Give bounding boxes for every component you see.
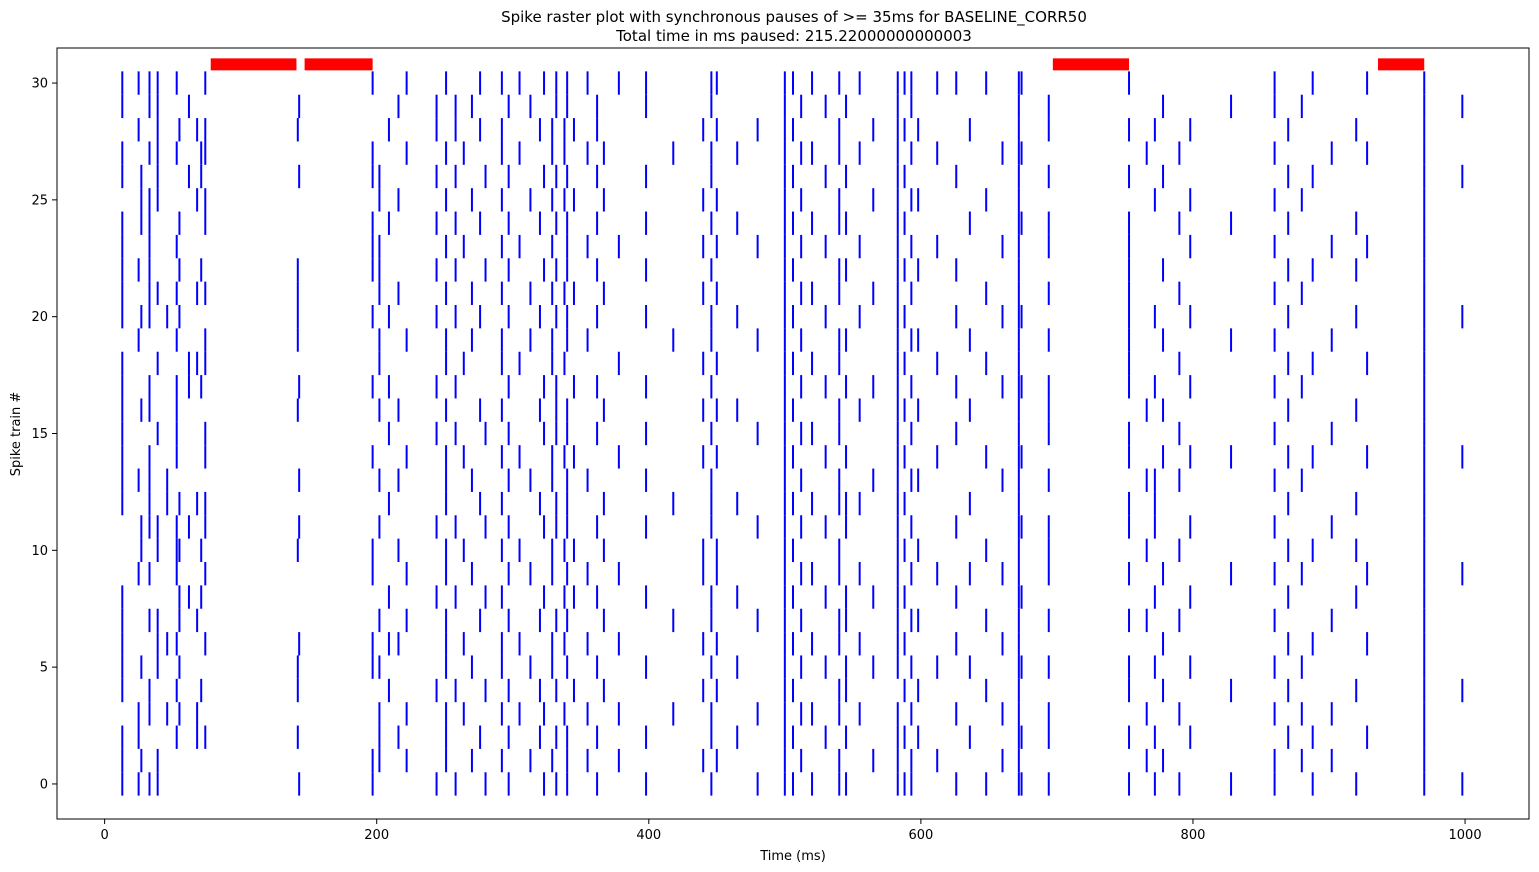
pause-bar [1052,58,1130,71]
x-tick-label: 800 [1181,828,1206,843]
y-tick-label: 30 [31,77,48,92]
y-tick-label: 20 [31,310,48,325]
y-tick-label: 15 [31,427,48,442]
y-tick-label: 25 [31,193,48,208]
x-tick-label: 400 [636,828,661,843]
y-tick-label: 10 [31,544,48,559]
chart-title: Spike raster plot with synchronous pause… [501,8,1087,27]
plot-area [56,47,1530,820]
chart-subtitle: Total time in ms paused: 215.22000000000… [615,27,972,45]
x-tick-label: 200 [364,828,389,843]
pause-bar [210,58,297,71]
x-tick-label: 600 [908,828,933,843]
spike-layer [121,71,1464,796]
x-axis-label: Time (ms) [759,849,826,864]
pause-bar [304,58,373,71]
y-tick-label: 5 [40,661,48,676]
pause-bar [1377,58,1425,71]
x-tick-label: 1000 [1449,828,1482,843]
pause-layer [210,58,1425,71]
y-tick-label: 0 [40,777,48,792]
x-axis: 0 200 400 600 800 1000 [100,819,1482,843]
y-axis-label: Spike train # [9,392,24,477]
x-tick-label: 0 [100,828,108,843]
y-axis: 0 5 10 15 20 25 30 [31,77,57,792]
